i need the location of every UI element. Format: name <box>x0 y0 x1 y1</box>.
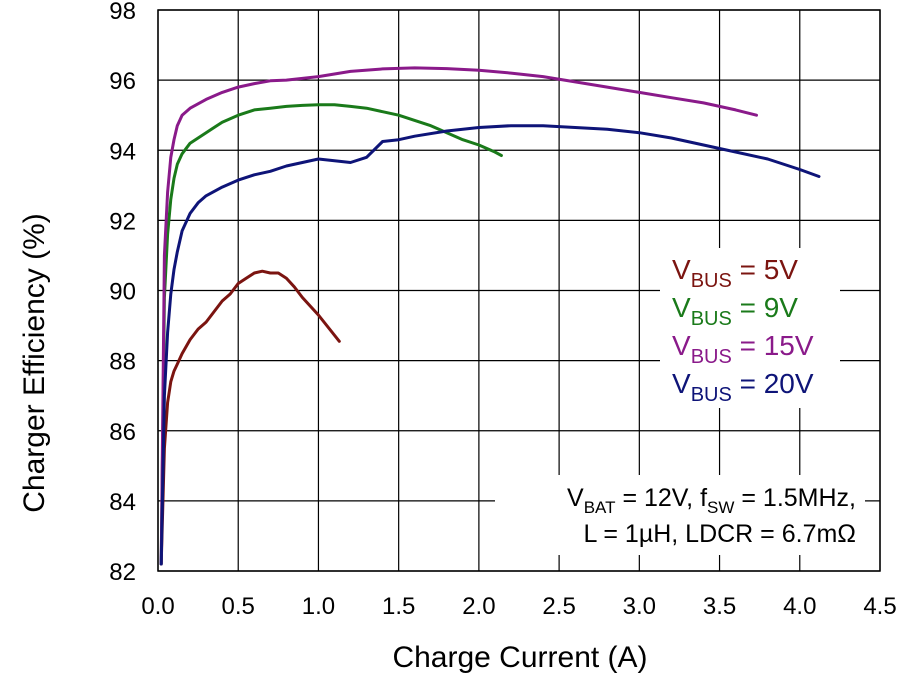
x-tick-label: 4.5 <box>863 593 896 620</box>
y-tick-labels: 82 84 86 88 90 92 94 96 98 <box>109 0 136 586</box>
series-line-2 <box>159 66 758 566</box>
y-axis-title: Charger Efficiency (%) <box>18 213 51 513</box>
legend-box <box>660 248 840 408</box>
y-tick-label: 84 <box>109 489 136 516</box>
series-line-0 <box>159 269 341 566</box>
x-tick-label: 1.0 <box>302 593 335 620</box>
y-tick-label: 86 <box>109 419 136 446</box>
x-axis-title: Charge Current (A) <box>392 641 647 674</box>
legend-entry-1: VBUS = 9V <box>672 292 798 330</box>
legend-entry-0: VBUS = 5V <box>672 254 798 292</box>
series-line-1 <box>159 103 503 566</box>
x-tick-label: 3.0 <box>623 593 656 620</box>
y-tick-label: 92 <box>109 208 136 235</box>
legend-entry-2: VBUS = 15V <box>672 330 814 368</box>
x-tick-label: 0.5 <box>222 593 255 620</box>
annotation-line-2: L = 1µH, LDCR = 6.7mΩ <box>583 520 856 548</box>
y-tick-label: 82 <box>109 559 136 586</box>
y-tick-label: 98 <box>109 0 136 25</box>
series-line-3 <box>159 124 821 566</box>
x-tick-label: 0.0 <box>141 593 174 620</box>
x-tick-label: 3.5 <box>703 593 736 620</box>
x-tick-label: 4.0 <box>783 593 816 620</box>
plot-border <box>157 9 881 572</box>
x-tick-label: 2.5 <box>542 593 575 620</box>
x-tick-label: 2.0 <box>462 593 495 620</box>
annotation-box <box>495 475 865 555</box>
conditions-annotation: VBAT = 12V, fSW = 1.5MHz, L = 1µH, LDCR … <box>495 475 865 555</box>
plot-frame <box>157 9 881 572</box>
y-tick-label: 94 <box>109 138 136 165</box>
y-tick-label: 90 <box>109 279 136 306</box>
series-lines <box>159 66 821 566</box>
x-tick-label: 1.5 <box>382 593 415 620</box>
y-tick-label: 96 <box>109 68 136 95</box>
x-tick-labels: 0.0 0.5 1.0 1.5 2.0 2.5 3.0 3.5 4.0 4.5 <box>141 593 896 620</box>
annotation-line-1: VBAT = 12V, fSW = 1.5MHz, <box>567 484 856 517</box>
y-tick-label: 88 <box>109 349 136 376</box>
legend-entry-3: VBUS = 20V <box>672 368 814 406</box>
